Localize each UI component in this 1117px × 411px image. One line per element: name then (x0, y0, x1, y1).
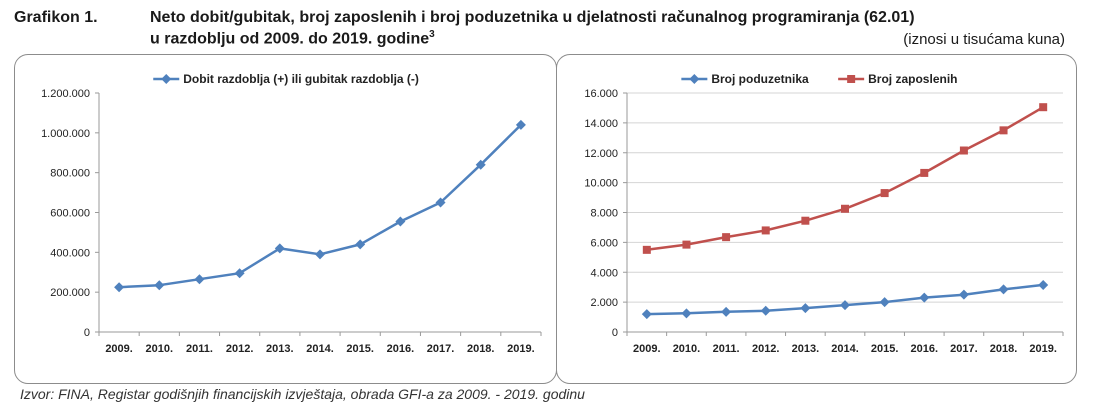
counts-chart-y-tick-label: 12.000 (584, 148, 618, 160)
profit-chart-y-tick-label: 0 (84, 327, 90, 339)
profit-chart-x-tick-label: 2016. (387, 343, 415, 355)
profit-chart-legend-label: Dobit razdoblja (+) ili gubitak razdoblj… (183, 72, 419, 86)
counts-chart-series-2-point (880, 189, 889, 198)
counts-chart-x-tick-label: 2016. (911, 343, 939, 355)
counts-chart-legend-marker (847, 75, 856, 83)
profit-chart-y-tick-label: 1.000.000 (41, 128, 90, 140)
chart-panel-profit: 0 200.000 400.000 600.000 800.000 1.000.000 1.… (14, 54, 557, 384)
counts-chart-series-1-point (1038, 279, 1049, 290)
profit-chart-series-1-point (435, 197, 446, 208)
counts-chart-series-1-point (641, 309, 652, 320)
profit-chart-x-tick-label: 2012. (226, 343, 254, 355)
chart-title-line1: Neto dobit/gubitak, broj zaposlenih i br… (150, 9, 915, 26)
counts-chart-y-tick-label: 8.000 (590, 208, 618, 220)
counts-chart-series-1-point (681, 308, 692, 319)
footnote-mark: 3 (429, 29, 435, 40)
counts-chart-series-2-point (761, 226, 770, 235)
counts-chart-series-1-point (879, 297, 890, 308)
counts-chart-legend-marker (689, 74, 700, 84)
counts-chart-series-1-point (958, 289, 969, 300)
profit-chart-y-tick-label: 800.000 (50, 168, 90, 180)
figure-label: Grafikon 1. (14, 9, 98, 26)
counts-chart-series-2-point (959, 146, 968, 155)
counts-chart-series-2-point (642, 245, 651, 254)
counts-chart-series-2-point (999, 126, 1008, 135)
profit-chart-x-tick-label: 2011. (186, 343, 213, 355)
profit-chart-series-1-point (315, 249, 325, 260)
counts-chart-y-tick-label: 16.000 (584, 88, 618, 100)
profit-chart-x-tick-label: 2018. (467, 343, 495, 355)
profit-chart-x-tick-label: 2017. (427, 343, 455, 355)
counts-chart-y-tick-label: 0 (612, 327, 618, 339)
profit-chart-y-tick-label: 400.000 (50, 247, 90, 259)
counts-chart-x-tick-label: 2012. (752, 343, 780, 355)
chart-panel-counts: 0 2.000 4.000 6.000 8.000 10.000 12.000 14.000 1… (556, 54, 1077, 384)
chart-title-line2-text: u razdoblju od 2009. do 2019. godine (150, 30, 430, 48)
counts-chart-x-tick-label: 2017. (950, 343, 978, 355)
counts-chart-x-tick-label: 2019. (1029, 343, 1057, 355)
profit-chart-series-1-point (114, 282, 125, 293)
profit-chart-svg: 0 200.000 400.000 600.000 800.000 1.000.000 1.… (41, 72, 542, 355)
counts-chart-x-tick-label: 2018. (990, 343, 1018, 355)
counts-chart-series-1-point (840, 300, 850, 311)
profit-chart-x-tick-label: 2009. (105, 343, 133, 355)
profit-chart-series-1-point (395, 216, 406, 227)
counts-chart-x-tick-label: 2013. (792, 343, 820, 355)
counts-chart-y-tick-label: 14.000 (584, 118, 618, 130)
profit-chart-series-1-point (355, 239, 366, 250)
counts-chart-svg: 0 2.000 4.000 6.000 8.000 10.000 12.000 14.000 1… (584, 72, 1064, 355)
profit-chart-series-1-point (515, 119, 526, 130)
profit-chart-series-1-point (154, 280, 165, 291)
profit-chart-x-tick-label: 2015. (346, 343, 374, 355)
counts-chart-y-tick-label: 6.000 (590, 237, 618, 249)
counts-chart-x-tick-label: 2009. (633, 343, 661, 355)
counts-chart-x-tick-label: 2011. (713, 343, 740, 355)
counts-chart-series-2-line (646, 106, 1044, 252)
profit-chart-x-tick-label: 2014. (306, 343, 334, 355)
profit-chart-legend-marker (161, 74, 172, 84)
profit-chart-series-1-point (475, 159, 486, 170)
counts-chart-series-1-point (721, 306, 732, 317)
counts-chart-series-2-point (682, 240, 691, 249)
counts-chart-series-2-point (1039, 103, 1048, 112)
counts-chart-y-tick-label: 2.000 (590, 297, 618, 309)
profit-chart-x-tick-label: 2013. (266, 343, 294, 355)
counts-chart-series-1-point (800, 303, 811, 314)
profit-chart-y-tick-label: 600.000 (50, 208, 90, 220)
counts-chart-series-1-point (998, 284, 1009, 295)
counts-chart-legend-label: Broj zaposlenih (868, 72, 957, 86)
counts-chart-series-2-point (841, 204, 849, 213)
profit-chart-series-1-line (119, 124, 522, 289)
counts-chart-series-1-point (760, 305, 771, 316)
counts-chart-y-tick-label: 4.000 (590, 267, 618, 279)
counts-chart-series-2-point (920, 168, 929, 177)
profit-chart-x-tick-label: 2019. (507, 343, 535, 355)
profit-chart-series-1-point (194, 274, 205, 285)
counts-chart-x-tick-label: 2010. (673, 343, 701, 355)
profit-chart-series-1-point (274, 243, 285, 254)
profit-chart-y-tick-label: 1.200.000 (41, 88, 90, 100)
counts-chart-series-1-point (919, 292, 930, 303)
counts-chart-series-2-point (801, 216, 810, 225)
counts-chart-series-2-point (722, 233, 731, 242)
units-note: (iznosi u tisućama kuna) (903, 31, 1065, 48)
counts-chart-y-tick-label: 10.000 (584, 178, 618, 190)
source-note: Izvor: FINA, Registar godišnjih financij… (20, 386, 585, 402)
counts-chart-legend-label: Broj poduzetnika (711, 72, 809, 86)
profit-chart-y-tick-label: 200.000 (50, 287, 90, 299)
profit-chart-series-1-point (234, 268, 245, 279)
counts-chart-x-tick-label: 2014. (831, 343, 859, 355)
chart-title-line2: u razdoblju od 2009. do 2019. godine3 (150, 29, 435, 48)
counts-chart-x-tick-label: 2015. (871, 343, 899, 355)
profit-chart-x-tick-label: 2010. (146, 343, 174, 355)
